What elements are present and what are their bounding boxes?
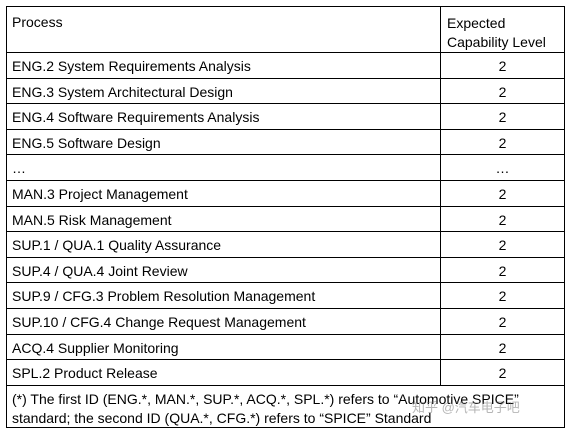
table-row: SUP.9 / CFG.3 Problem Resolution Managem… — [7, 283, 564, 309]
footnote-line2: standard; the second ID (QUA.*, CFG.*) r… — [12, 410, 432, 426]
process-cell: ENG.3 System Architectural Design — [12, 83, 233, 100]
level-cell: … — [440, 155, 564, 180]
level-cell: 2 — [440, 53, 564, 78]
process-cell: ACQ.4 Supplier Monitoring — [12, 339, 179, 356]
level-cell: 2 — [440, 78, 564, 104]
table-row: SUP.4 / QUA.4 Joint Review 2 — [7, 257, 564, 284]
table-row: SUP.1 / QUA.1 Quality Assurance 2 — [7, 232, 564, 258]
table-row: MAN.3 Project Management 2 — [7, 180, 564, 207]
table-row: ENG.2 System Requirements Analysis 2 — [7, 53, 564, 79]
process-cell: SUP.9 / CFG.3 Problem Resolution Managem… — [12, 288, 316, 305]
level-cell: 2 — [440, 308, 564, 334]
table-row: SUP.10 / CFG.4 Change Request Management… — [7, 308, 564, 335]
process-cell: ENG.4 Software Requirements Analysis — [12, 109, 260, 126]
table-body: ENG.2 System Requirements Analysis 2 ENG… — [7, 53, 564, 386]
footnote-line1: (*) The first ID (ENG.*, MAN.*, SUP.*, A… — [12, 391, 519, 407]
level-cell: 2 — [440, 104, 564, 129]
level-cell: 2 — [440, 283, 564, 308]
table-row: SPL.2 Product Release 2 — [7, 360, 564, 386]
level-cell: 2 — [440, 180, 564, 206]
table-row: ENG.5 Software Design 2 — [7, 129, 564, 156]
capability-level-table: Process Expected Capability Level ENG.2 … — [6, 6, 565, 428]
level-cell: 2 — [440, 206, 564, 232]
process-cell: MAN.5 Risk Management — [12, 211, 172, 228]
process-cell: SUP.1 / QUA.1 Quality Assurance — [12, 237, 222, 254]
process-cell: ENG.2 System Requirements Analysis — [12, 58, 251, 74]
process-cell: SUP.4 / QUA.4 Joint Review — [12, 262, 188, 279]
watermark-text: 知乎 @汽车电子吧 — [412, 400, 520, 415]
level-cell: 2 — [440, 129, 564, 155]
process-cell: ENG.5 Software Design — [12, 134, 161, 151]
process-cell: MAN.3 Project Management — [12, 185, 188, 202]
process-cell: … — [12, 160, 26, 177]
level-cell: 2 — [440, 257, 564, 283]
table-header-row: Process Expected Capability Level — [7, 7, 564, 53]
header-level-line2: Capability Level — [447, 34, 546, 50]
header-level-line1: Expected — [447, 15, 506, 31]
table-row: ENG.3 System Architectural Design 2 — [7, 78, 564, 105]
level-cell: 2 — [440, 232, 564, 257]
level-cell: 2 — [440, 334, 564, 360]
process-cell: SUP.10 / CFG.4 Change Request Management — [12, 313, 306, 330]
table-row: ENG.4 Software Requirements Analysis 2 — [7, 104, 564, 130]
level-cell: 2 — [440, 360, 564, 385]
table-row: … … — [7, 155, 564, 181]
table-footnote: (*) The first ID (ENG.*, MAN.*, SUP.*, A… — [7, 386, 564, 428]
table-row: MAN.5 Risk Management 2 — [7, 206, 564, 233]
header-process: Process — [12, 14, 63, 30]
process-cell: SPL.2 Product Release — [12, 365, 158, 382]
header-expected-capability-level: Expected Capability Level — [440, 7, 564, 52]
table-row: ACQ.4 Supplier Monitoring 2 — [7, 334, 564, 361]
